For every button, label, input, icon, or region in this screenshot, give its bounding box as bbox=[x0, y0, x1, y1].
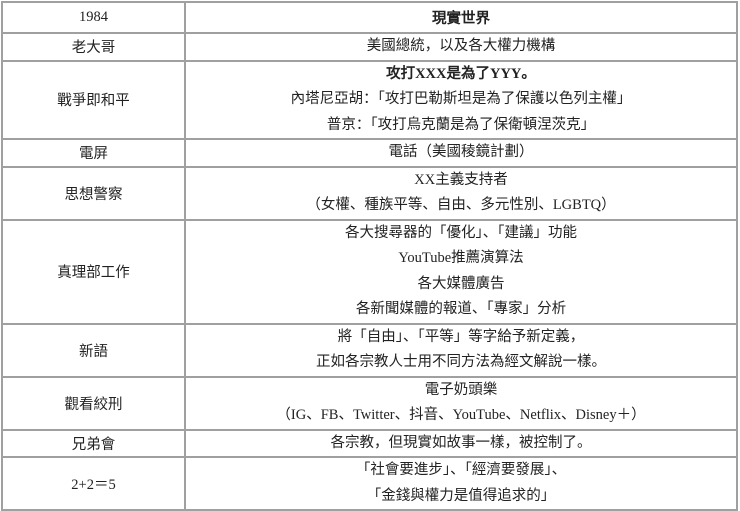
cell-line: 電話（美國稜鏡計劃） bbox=[388, 144, 534, 160]
term-cell: 兄弟會 bbox=[1, 428, 186, 458]
table-row: 新語 將「自由」、「平等」等字給予新定義， 正如各宗教人士用不同方法為經文解說一樣。 bbox=[1, 322, 738, 378]
real-world-cell: 攻打XXX是為了YYY。內塔尼亞胡：「攻打巴勒斯坦是為了保護以色列主權」 普京：「… bbox=[184, 59, 738, 140]
term-cell: 2+2＝5 bbox=[1, 456, 186, 511]
term-cell: 思想警察 bbox=[1, 165, 186, 221]
cell-line: 各大搜尋器的「優化」、「建議」功能 bbox=[345, 224, 577, 241]
term-cell: 觀看絞刑 bbox=[1, 375, 186, 431]
real-world-cell: 電話（美國稜鏡計劃） bbox=[184, 138, 738, 168]
cell-line: YouTube推薦演算法 bbox=[398, 250, 524, 266]
cell-line: 各新聞媒體的報道、「專家」分析 bbox=[355, 301, 567, 317]
term-cell: 電屏 bbox=[1, 138, 186, 168]
table-row: 觀看絞刑 電子奶頭樂 （IG、FB、Twitter、抖音、YouTube、Netfl… bbox=[1, 375, 738, 431]
cell-line: 將「自由」、「平等」等字給予新定義， bbox=[337, 328, 585, 345]
real-world-cell: 各大搜尋器的「優化」、「建議」功能 YouTube推薦演算法 各大媒體廣告各新聞媒體… bbox=[184, 218, 738, 325]
cell-line: （IG、FB、Twitter、抖音、YouTube、Netflix、Disney… bbox=[276, 407, 646, 423]
real-world-cell: 「社會要進步」、「經濟要發展」、 「金錢與權力是值得追求的」 bbox=[184, 456, 738, 511]
real-world-cell: 各宗教，但現實如故事一樣，被控制了。 bbox=[184, 428, 738, 458]
real-world-cell: XX主義支持者 （女權、種族平等、自由、多元性別、LGBTQ） bbox=[184, 165, 738, 221]
cell-line: 各宗教，但現實如故事一樣，被控制了。 bbox=[330, 434, 592, 451]
cell-line: 美國總統，以及各大權力機構 bbox=[366, 38, 556, 54]
term-cell: 新語 bbox=[1, 322, 186, 378]
cell-line: （女權、種族平等、自由、多元性別、LGBTQ） bbox=[306, 197, 616, 213]
table-row: 戰爭即和平 攻打XXX是為了YYY。 內塔尼亞胡：「攻打巴勒斯坦是為了保護以色列主權… bbox=[1, 59, 738, 140]
term-cell: 真理部工作 bbox=[1, 218, 186, 325]
cell-line: 攻打XXX是為了YYY。 bbox=[386, 65, 536, 82]
cell-line: 內塔尼亞胡：「攻打巴勒斯坦是為了保護以色列主權」 bbox=[290, 91, 632, 107]
header-real-world: 現實世界 bbox=[184, 1, 738, 34]
cell-line: XX主義支持者 bbox=[414, 171, 508, 188]
real-world-cell: 電子奶頭樂 （IG、FB、Twitter、抖音、YouTube、Netflix、D… bbox=[184, 375, 738, 431]
header-1984: 1984 bbox=[1, 1, 186, 34]
table-row: 兄弟會 各宗教，但現實如故事一樣，被控制了。 bbox=[1, 428, 738, 458]
table-row: 2+2＝5 「社會要進步」、「經濟要發展」、 「金錢與權力是值得追求的」 bbox=[1, 456, 738, 511]
real-world-cell: 將「自由」、「平等」等字給予新定義， 正如各宗教人士用不同方法為經文解說一樣。 bbox=[184, 322, 738, 378]
table-header-row: 1984 現實世界 bbox=[1, 1, 738, 34]
table-row: 思想警察 XX主義支持者 （女權、種族平等、自由、多元性別、LGBTQ） bbox=[1, 165, 738, 221]
cell-line: 「社會要進步」、「經濟要發展」、 bbox=[355, 462, 567, 478]
term-cell: 戰爭即和平 bbox=[1, 59, 186, 140]
real-world-cell: 美國總統，以及各大權力機構 bbox=[184, 32, 738, 62]
table-row: 真理部工作 各大搜尋器的「優化」、「建議」功能 YouTube推薦演算法 各大媒體廣告… bbox=[1, 218, 738, 325]
table-row: 電屏 電話（美國稜鏡計劃） bbox=[1, 138, 738, 168]
cell-line: 各大媒體廣告 bbox=[417, 275, 505, 292]
term-cell: 老大哥 bbox=[1, 32, 186, 62]
cell-line: 普京：「攻打烏克蘭是為了保衛頓涅茨克」 bbox=[326, 116, 596, 133]
cell-line: 正如各宗教人士用不同方法為經文解說一樣。 bbox=[316, 354, 606, 370]
cell-line: 電子奶頭樂 bbox=[424, 381, 498, 398]
cell-line: 「金錢與權力是值得追求的」 bbox=[366, 487, 556, 504]
table-row: 老大哥 美國總統，以及各大權力機構 bbox=[1, 32, 738, 62]
